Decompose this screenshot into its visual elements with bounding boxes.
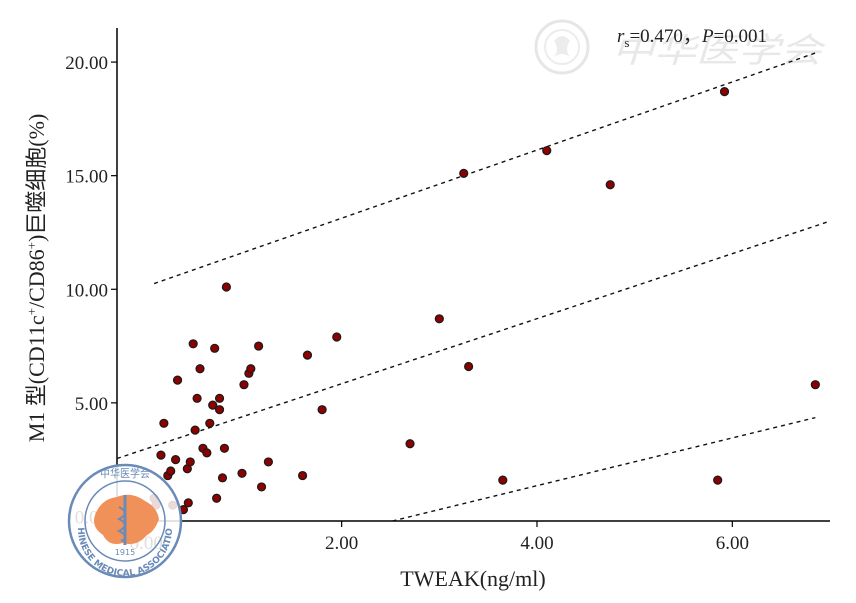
stat-p-value: =0.001 [714, 26, 767, 47]
data-point [302, 350, 313, 360]
data-point [810, 380, 820, 390]
data-point [166, 466, 176, 476]
data-point [214, 393, 225, 403]
data-point [183, 498, 193, 508]
data-point [205, 418, 215, 428]
x-tick-label: 2.00 [325, 533, 358, 554]
stat-r-sub: s [624, 35, 629, 50]
data-point [239, 380, 249, 390]
x-tick-label: 4.00 [520, 533, 553, 554]
stat-r: r [617, 26, 625, 47]
data-point [212, 493, 222, 503]
data-point [459, 168, 469, 179]
y-axis-title: M1 型(CD11c+/CD86+)巨噬细胞(%) [24, 114, 49, 443]
y-tick-label: 5.00 [75, 394, 108, 415]
watermark: 中华医学会 [534, 19, 827, 75]
data-point [195, 364, 205, 374]
association-logo: 中华医学会 1915 CHINESE MEDICAL ASSOCIATION [67, 463, 183, 579]
fit-line-lower [392, 416, 816, 522]
data-point [713, 475, 723, 485]
data-point [188, 339, 198, 349]
data-point [171, 455, 181, 465]
logo-year: 1915 [115, 548, 135, 557]
x-ticks: 0.002.004.006.00 [130, 521, 749, 554]
data-point [263, 457, 273, 467]
fit-lines [116, 52, 831, 522]
data-point [719, 87, 730, 97]
data-point [219, 443, 230, 453]
data-point [332, 332, 342, 342]
stat-r-value: =0.470， [629, 26, 701, 47]
data-point [542, 146, 552, 156]
y-axis-title-sup1: + [24, 308, 39, 315]
data-point [464, 361, 474, 372]
data-point [254, 341, 264, 351]
data-point [159, 418, 169, 428]
data-point [605, 180, 615, 190]
data-point [192, 393, 202, 403]
data-point [214, 405, 225, 415]
data-point [210, 343, 220, 353]
data-point [317, 405, 327, 415]
data-point [217, 473, 228, 483]
data-point [172, 375, 183, 385]
y-axis-title-mid: /CD86 [24, 249, 49, 308]
watermark-seal [534, 19, 590, 75]
y-axis-title-prefix: M1 型(CD11c [24, 315, 49, 442]
data-point [405, 439, 415, 449]
logo-serpent [116, 506, 127, 542]
watermark-text: 中华医学会 [612, 31, 827, 71]
data-point [246, 364, 256, 374]
data-point [237, 468, 247, 478]
y-tick-label: 10.00 [65, 280, 108, 301]
y-axis-title-suffix: )巨噬细胞(%) [24, 114, 49, 242]
logo-top-text: 中华医学会 [100, 466, 150, 480]
data-point [185, 457, 195, 467]
x-tick-label: 6.00 [716, 533, 749, 554]
data-point [256, 482, 267, 492]
y-tick-label: 15.00 [65, 167, 108, 188]
fit-line-center [116, 220, 831, 460]
stat-annotation: rs=0.470，P=0.001 [617, 26, 767, 50]
data-point [498, 475, 508, 485]
data-point [297, 470, 308, 481]
logo-inner-ring [84, 480, 166, 562]
fit-line-upper [153, 52, 816, 285]
data-point [202, 448, 212, 458]
data-point [156, 450, 166, 460]
y-tick-label: 20.00 [65, 53, 108, 74]
data-point [208, 400, 218, 410]
data-points [149, 87, 820, 515]
y-axis-title-sup2: + [24, 242, 39, 249]
data-point [190, 425, 200, 435]
data-point [434, 314, 444, 324]
data-point [221, 282, 231, 292]
stat-p: P [701, 26, 714, 47]
x-axis-title: TWEAK(ng/ml) [400, 566, 545, 591]
